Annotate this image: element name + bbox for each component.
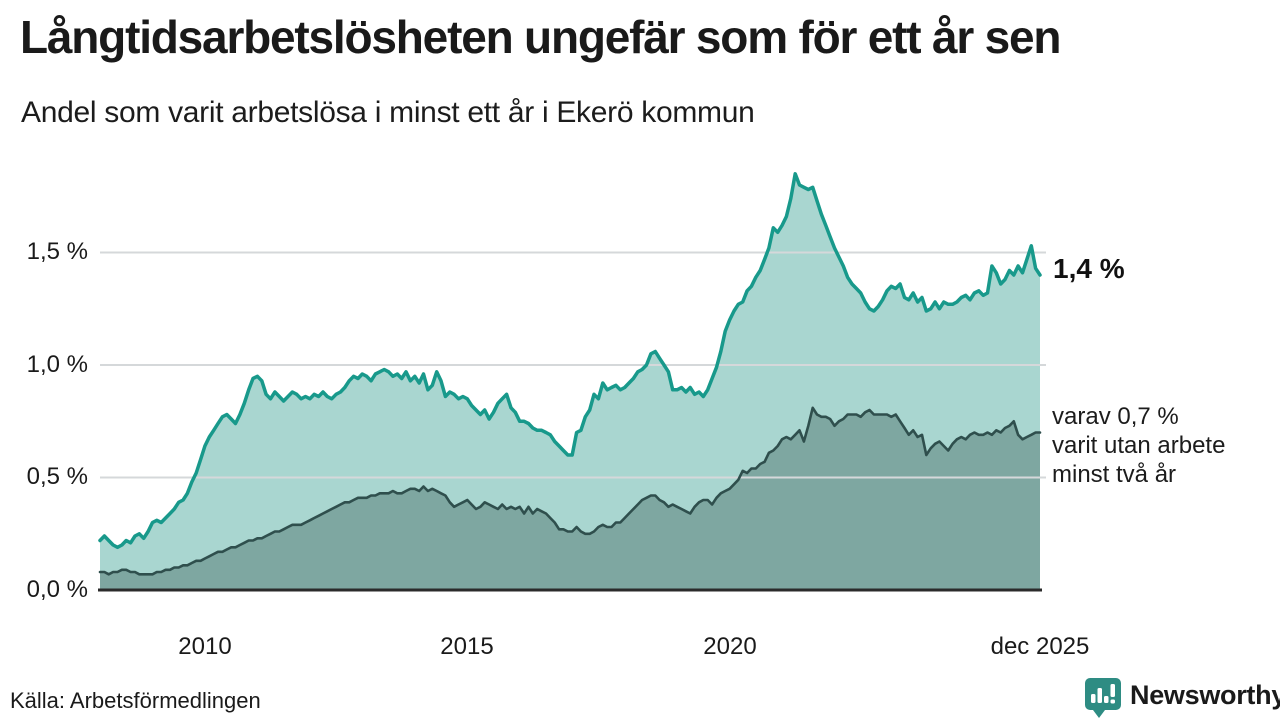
latest-value-label: 1,4 % (1053, 253, 1125, 284)
chart-subtitle: Andel som varit arbetslösa i minst ett å… (21, 96, 755, 129)
page-title: Långtidsarbetslösheten ungefär som för e… (20, 11, 1062, 63)
line-two-years (98, 406, 1042, 576)
x-axis-label-dec-2025: dec 2025 (990, 633, 1090, 660)
x-axis-label-2015: 2015 (440, 633, 494, 660)
two-year-annotation-line1: varav 0,7 % (1052, 403, 1179, 430)
y-axis-label-05: 0,5 % (26, 463, 88, 490)
y-axis-label-10: 1,0 % (26, 351, 88, 378)
newsworthy-logo-text: Newsworthy (1130, 679, 1280, 710)
line-one-year (98, 172, 1042, 550)
source-note: Källa: Arbetsförmedlingen (10, 688, 261, 713)
y-axis-label-15: 1,5 % (26, 238, 88, 265)
two-year-annotation-line2: varit utan arbete (1052, 432, 1226, 459)
two-year-annotation: varav 0,7 % varit utan arbete minst två … (1052, 402, 1225, 489)
y-axis-label-0: 0,0 % (26, 576, 88, 603)
newsworthy-logo: Newsworthy (1083, 676, 1280, 720)
newsworthy-logo-icon (1085, 678, 1121, 718)
x-axis-label-2010: 2010 (178, 633, 232, 660)
two-year-annotation-line3: minst två år (1052, 461, 1177, 488)
area-fill-two-years (100, 407, 1040, 590)
x-axis-label-2020: 2020 (703, 633, 757, 660)
